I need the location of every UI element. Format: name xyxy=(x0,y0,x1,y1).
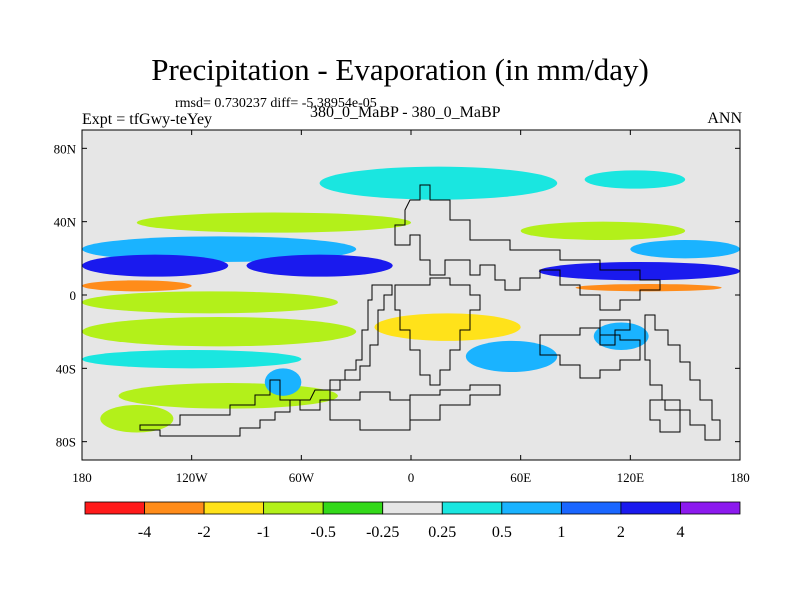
x-tick-label: 60E xyxy=(510,470,531,485)
field-bands xyxy=(82,166,740,433)
colorbar: -4 -2 -1 -0.5 -0.25 0.25 0.5 1 2 4 xyxy=(84,501,741,541)
y-axis: 80N 40N 0 40S 80S xyxy=(54,141,740,450)
field-band-13 xyxy=(374,313,521,341)
field-band-18 xyxy=(593,322,649,350)
x-tick-label: 60W xyxy=(289,470,315,485)
field-band-16 xyxy=(264,368,302,396)
stats-text: rmsd= 0.730237 diff= -5.38954e-05 xyxy=(175,96,377,111)
colorbar-swatch xyxy=(84,501,145,515)
colorbar-label: -0.25 xyxy=(366,524,399,541)
coastlines xyxy=(139,184,721,441)
colorbar-swatch xyxy=(322,501,384,515)
field-band-15 xyxy=(118,383,338,409)
colorbar-label: -0.5 xyxy=(311,524,336,541)
colorbar-swatch xyxy=(144,501,205,515)
season-label: ANN xyxy=(707,110,742,127)
x-tick-label: 120W xyxy=(176,470,209,485)
field-band-17 xyxy=(465,340,558,372)
y-tick-label: 40N xyxy=(54,215,77,230)
colorbar-swatch xyxy=(560,501,622,515)
x-tick-label: 180 xyxy=(730,470,750,485)
colorbar-swatch xyxy=(680,501,741,515)
experiment-label: Expt = tfGwy-teYey xyxy=(82,111,213,128)
colorbar-swatch xyxy=(620,501,681,515)
field-band-6 xyxy=(82,254,229,277)
colorbar-swatch xyxy=(263,501,324,515)
colorbar-label: -1 xyxy=(257,524,270,541)
colorbar-swatch xyxy=(441,501,503,515)
colorbar-label: 4 xyxy=(676,524,684,541)
colorbar-swatch xyxy=(382,501,443,515)
colorbar-label: 0.25 xyxy=(428,524,456,541)
field-band-1 xyxy=(584,170,686,189)
field-band-10 xyxy=(575,284,722,292)
field-band-7 xyxy=(246,254,393,277)
colorbar-swatch xyxy=(501,501,562,515)
case-label: 380_0_MaBP - 380_0_MaBP xyxy=(310,104,501,121)
field-band-11 xyxy=(82,291,338,314)
field-band-9 xyxy=(82,280,192,292)
field-band-8 xyxy=(538,262,740,281)
colorbar-label: -4 xyxy=(138,524,151,541)
y-tick-label: 40S xyxy=(56,361,76,376)
x-tick-label: 180 xyxy=(72,470,92,485)
field-band-3 xyxy=(520,221,686,240)
x-tick-label: 0 xyxy=(408,470,415,485)
x-axis: 180 120W 60W 0 60E 120E 180 xyxy=(72,130,750,485)
field-band-19 xyxy=(100,405,174,433)
field-band-0 xyxy=(319,166,558,200)
colorbar-label: 1 xyxy=(557,524,565,541)
field-band-12 xyxy=(82,317,357,347)
field-band-5 xyxy=(630,240,740,259)
y-tick-label: 80S xyxy=(56,435,76,450)
field-band-14 xyxy=(82,350,302,369)
colorbar-label: 0.5 xyxy=(492,524,512,541)
colorbar-swatch xyxy=(203,501,265,515)
colorbar-label: 2 xyxy=(617,524,625,541)
colorbar-label: -2 xyxy=(197,524,210,541)
field-band-2 xyxy=(136,212,412,233)
x-tick-label: 120E xyxy=(617,470,645,485)
chart-title: Precipitation - Evaporation (in mm/day) xyxy=(151,52,649,87)
y-tick-label: 0 xyxy=(70,288,77,303)
y-tick-label: 80N xyxy=(54,141,77,156)
